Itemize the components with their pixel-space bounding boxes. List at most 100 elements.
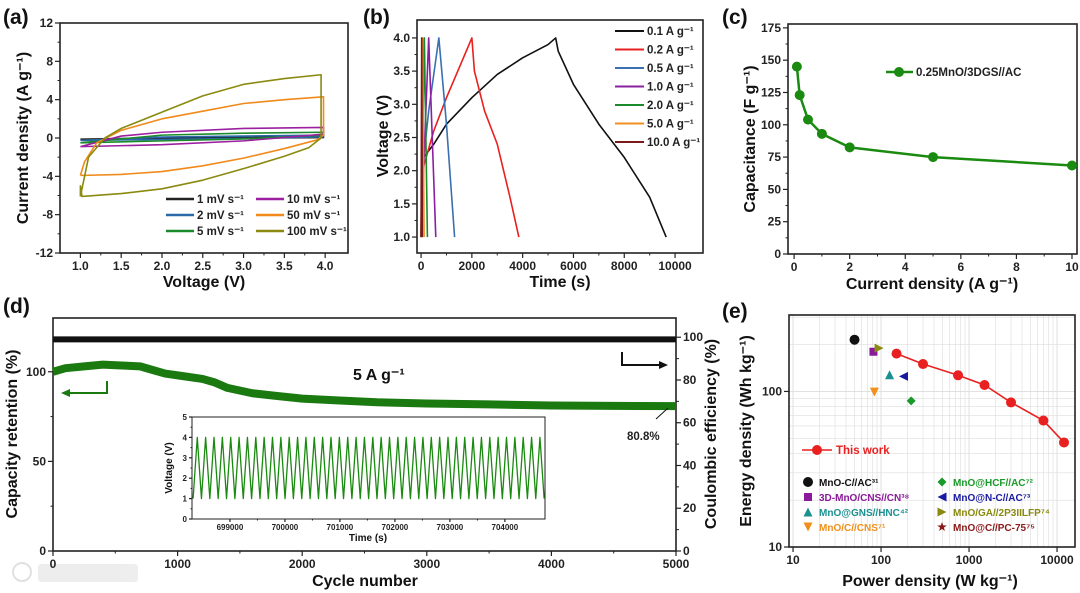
x-tick-label: 8000 — [611, 259, 638, 273]
x-tick-label: 1.5 — [113, 259, 130, 273]
y-axis-label: Energy density (Wh kg⁻¹) — [738, 335, 755, 527]
x-tick-label: 4000 — [538, 557, 565, 571]
y-tick-label: 4.0 — [393, 31, 410, 45]
x-axis-label: Voltage (V) — [163, 274, 245, 291]
y-tick-label: 1.5 — [393, 197, 410, 211]
x-tick-label: 700000 — [272, 523, 299, 532]
panel-label: (b) — [363, 6, 390, 29]
y2-axis-label: Coulombic efficiency (%) — [703, 339, 720, 529]
y-tick-label: -4 — [42, 169, 53, 183]
right-axis-arrow-icon — [621, 352, 662, 366]
data-point-circle — [928, 152, 939, 163]
legend-label: 0.1 A g⁻¹ — [647, 26, 694, 38]
x-tick-label: 701000 — [327, 523, 354, 532]
y-tick-label: 50 — [768, 182, 782, 196]
x-tick-label: 10000 — [1040, 553, 1074, 567]
panel-label: (a) — [3, 6, 29, 29]
y-tick-label: 175 — [761, 21, 781, 35]
data-point-circle — [1038, 415, 1049, 426]
y-tick-label: 2 — [183, 474, 188, 483]
x-tick-label: 10 — [786, 553, 800, 567]
data-point-circle — [849, 334, 860, 345]
data-point-circle — [953, 370, 964, 381]
x-tick-label: 2000 — [459, 259, 486, 273]
y-tick-label: 100 — [761, 118, 781, 132]
final-retention-annotation: 80.8% — [627, 431, 660, 443]
x-tick-label: 2.5 — [194, 259, 211, 273]
legend-label: 1 mV s⁻¹ — [197, 194, 244, 206]
x-tick-label: 2000 — [289, 557, 316, 571]
x-axis-label: Cycle number — [312, 573, 418, 590]
x-tick-label: 1000 — [956, 553, 983, 567]
x-axis-label: Time (s) — [529, 274, 590, 291]
y-tick-label: 3 — [183, 454, 188, 463]
panel-b-gcd-curves: 0 2000 4000 6000 8000 10000 1.0 1.5 2.0 2.5 3.0 3.5… — [363, 6, 704, 291]
y2-tick-label: 20 — [683, 501, 697, 515]
x-tick-label: 6000 — [560, 259, 587, 273]
x-tick-label: 10000 — [658, 259, 692, 273]
panel-a-cv-curves: 1.0 1.5 2.0 2.5 3.0 3.5 4.0 -12 -8 -4 0 4 8 12 Voltage… — [3, 6, 349, 291]
retention-pointer-icon — [655, 407, 669, 420]
legend-label: 2 mV s⁻¹ — [197, 210, 244, 222]
y-tick-label: 8 — [46, 54, 53, 68]
legend-label: MnO@HCF//AC⁷² — [953, 478, 1034, 489]
data-point-triangle-up — [885, 370, 895, 380]
current-density-annotation: 5 A g⁻¹ — [353, 367, 405, 384]
y-axis-label: Voltage (V) — [375, 95, 392, 177]
data-point-circle — [816, 128, 827, 139]
legend-label: 50 mV s⁻¹ — [287, 210, 341, 222]
x-tick-label: 4 — [902, 260, 909, 274]
x-tick-label: 6 — [958, 260, 965, 274]
y-tick-label: 150 — [761, 53, 781, 67]
data-point-triangle-left — [898, 371, 908, 381]
y-tick-label: 5 — [183, 413, 188, 422]
y-tick-label: 25 — [768, 215, 782, 229]
inset-background — [192, 417, 545, 519]
x-tick-label: 704000 — [492, 523, 519, 532]
data-point-circle — [812, 445, 822, 455]
y-tick-label: 100 — [762, 384, 782, 398]
capacity-retention-band — [51, 360, 677, 411]
left-axis-arrow-icon — [66, 381, 108, 394]
left-axis-arrowhead-icon — [61, 389, 70, 397]
y-tick-label: 50 — [33, 454, 47, 468]
x-tick-label: 1.0 — [72, 259, 89, 273]
data-point-diamond — [937, 477, 947, 487]
y-tick-label: 100 — [26, 365, 46, 379]
legend-label: This work — [836, 445, 890, 457]
y-tick-label: 3.5 — [393, 64, 410, 78]
y2-tick-label: 100 — [683, 330, 703, 344]
y-tick-label: 0 — [774, 247, 781, 261]
x-tick-label: 5000 — [663, 557, 690, 571]
legend-label: MnO@C//PC-75⁷⁵ — [953, 523, 1035, 534]
plot-area-frame — [788, 314, 1076, 548]
x-axis-label: Time (s) — [349, 533, 387, 544]
x-tick-label: 3.0 — [235, 259, 252, 273]
y2-tick-label: 0 — [683, 544, 690, 558]
data-point-star — [937, 522, 947, 531]
x-axis-label: Current density (A g⁻¹) — [846, 276, 1018, 293]
legend-label: MnO-C//AC³¹ — [819, 478, 879, 489]
legend-label: 100 mV s⁻¹ — [287, 226, 347, 238]
capacitance-line — [795, 66, 1073, 167]
data-point-circle — [891, 348, 902, 359]
legend-label: 0.2 A g⁻¹ — [647, 45, 694, 57]
y-tick-label: 0 — [183, 515, 188, 524]
x-tick-label: 4.0 — [317, 259, 334, 273]
x-tick-label: 0 — [791, 260, 798, 274]
data-point-circle — [1059, 437, 1070, 448]
legend-label: 3D-MnO/CNS//CN³⁸ — [819, 493, 910, 504]
y2-tick-label: 80 — [683, 373, 697, 387]
data-point-circle — [794, 90, 805, 101]
data-point-circle — [803, 114, 814, 125]
legend-label: 5.0 A g⁻¹ — [647, 119, 694, 131]
data-point-triangle-down — [803, 522, 813, 532]
legend-label: MnO/GA//2P3IILFP⁷⁴ — [953, 508, 1050, 519]
panel-label: (e) — [722, 300, 748, 323]
data-point-circle — [803, 477, 813, 487]
x-tick-label: 100 — [871, 553, 891, 567]
right-axis-arrowhead-icon — [659, 361, 668, 369]
legend-label: 1.0 A g⁻¹ — [647, 82, 694, 94]
